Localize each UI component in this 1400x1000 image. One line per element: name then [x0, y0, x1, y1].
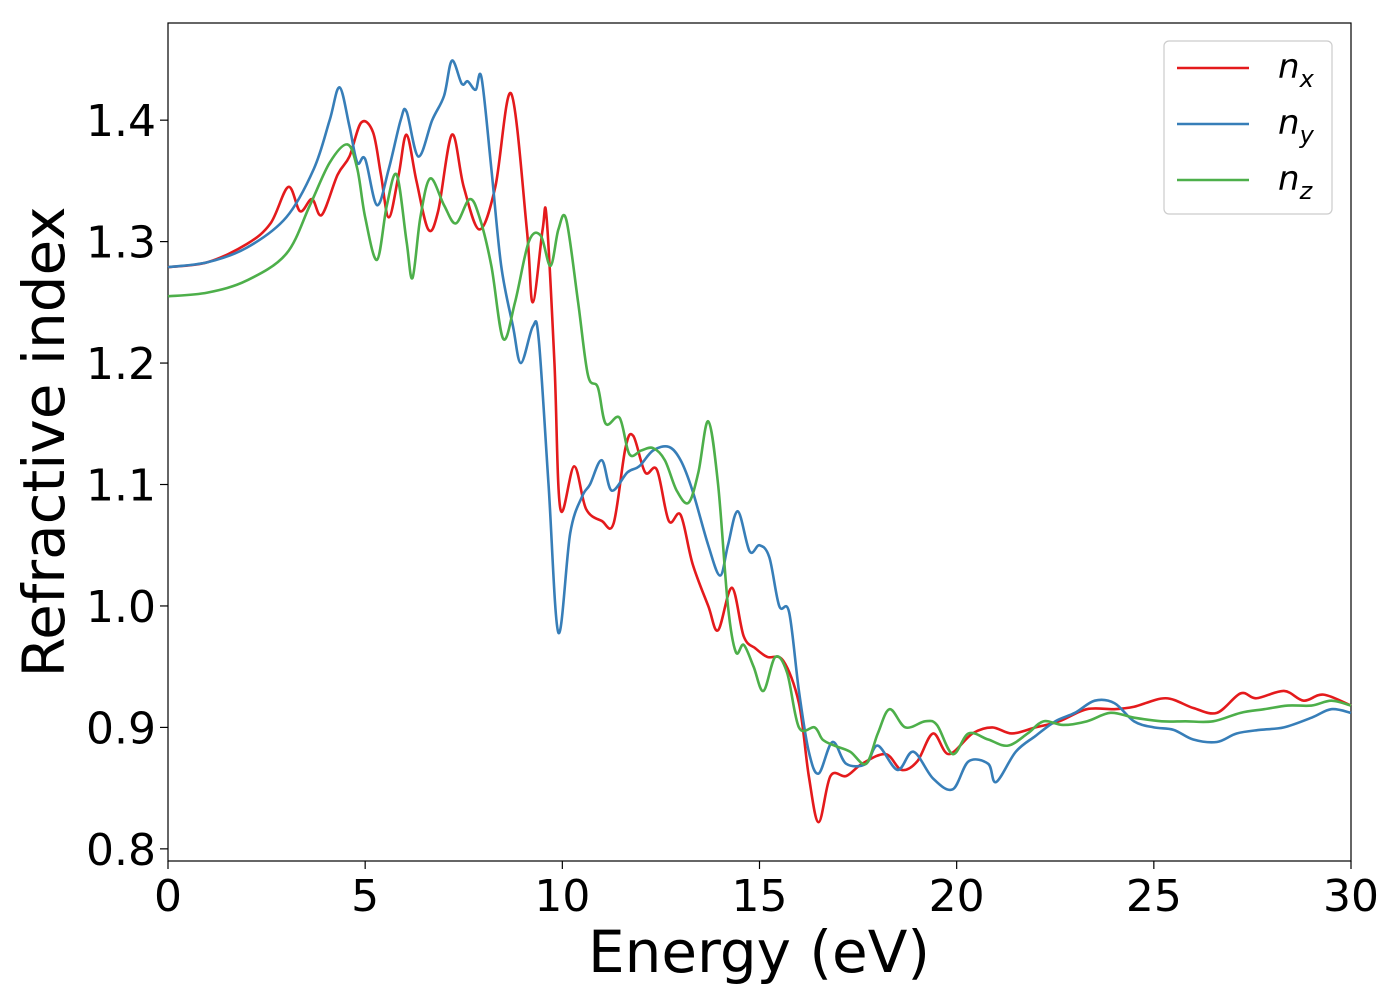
series-line-nz — [167, 143, 1352, 766]
curves-layer — [167, 59, 1352, 824]
x-tick-label: 20 — [929, 871, 985, 922]
y-tick-label: 1.0 — [86, 582, 156, 633]
x-tick-label: 25 — [1126, 871, 1182, 922]
y-tick-label: 1.4 — [86, 96, 156, 147]
x-axis-ticks: 0 5 10 15 20 25 30 — [154, 861, 1379, 922]
legend-box — [1163, 40, 1333, 215]
x-tick-label: 30 — [1323, 871, 1379, 922]
y-tick-label: 1.1 — [86, 461, 156, 512]
y-axis-ticks: 0.8 0.9 1.0 1.1 1.2 1.3 1.4 — [86, 96, 168, 876]
y-tick-label: 1.2 — [86, 339, 156, 390]
x-tick-label: 15 — [732, 871, 788, 922]
x-tick-label: 10 — [534, 871, 590, 922]
x-tick-label: 5 — [351, 871, 379, 922]
y-axis-title: Refractive index — [10, 206, 78, 677]
series-line-ny — [167, 59, 1352, 792]
y-tick-label: 0.9 — [86, 703, 156, 754]
x-axis-title: Energy (eV) — [588, 918, 930, 986]
y-tick-label: 0.8 — [86, 825, 156, 876]
y-tick-label: 1.3 — [86, 218, 156, 269]
x-tick-label: 0 — [154, 871, 182, 922]
